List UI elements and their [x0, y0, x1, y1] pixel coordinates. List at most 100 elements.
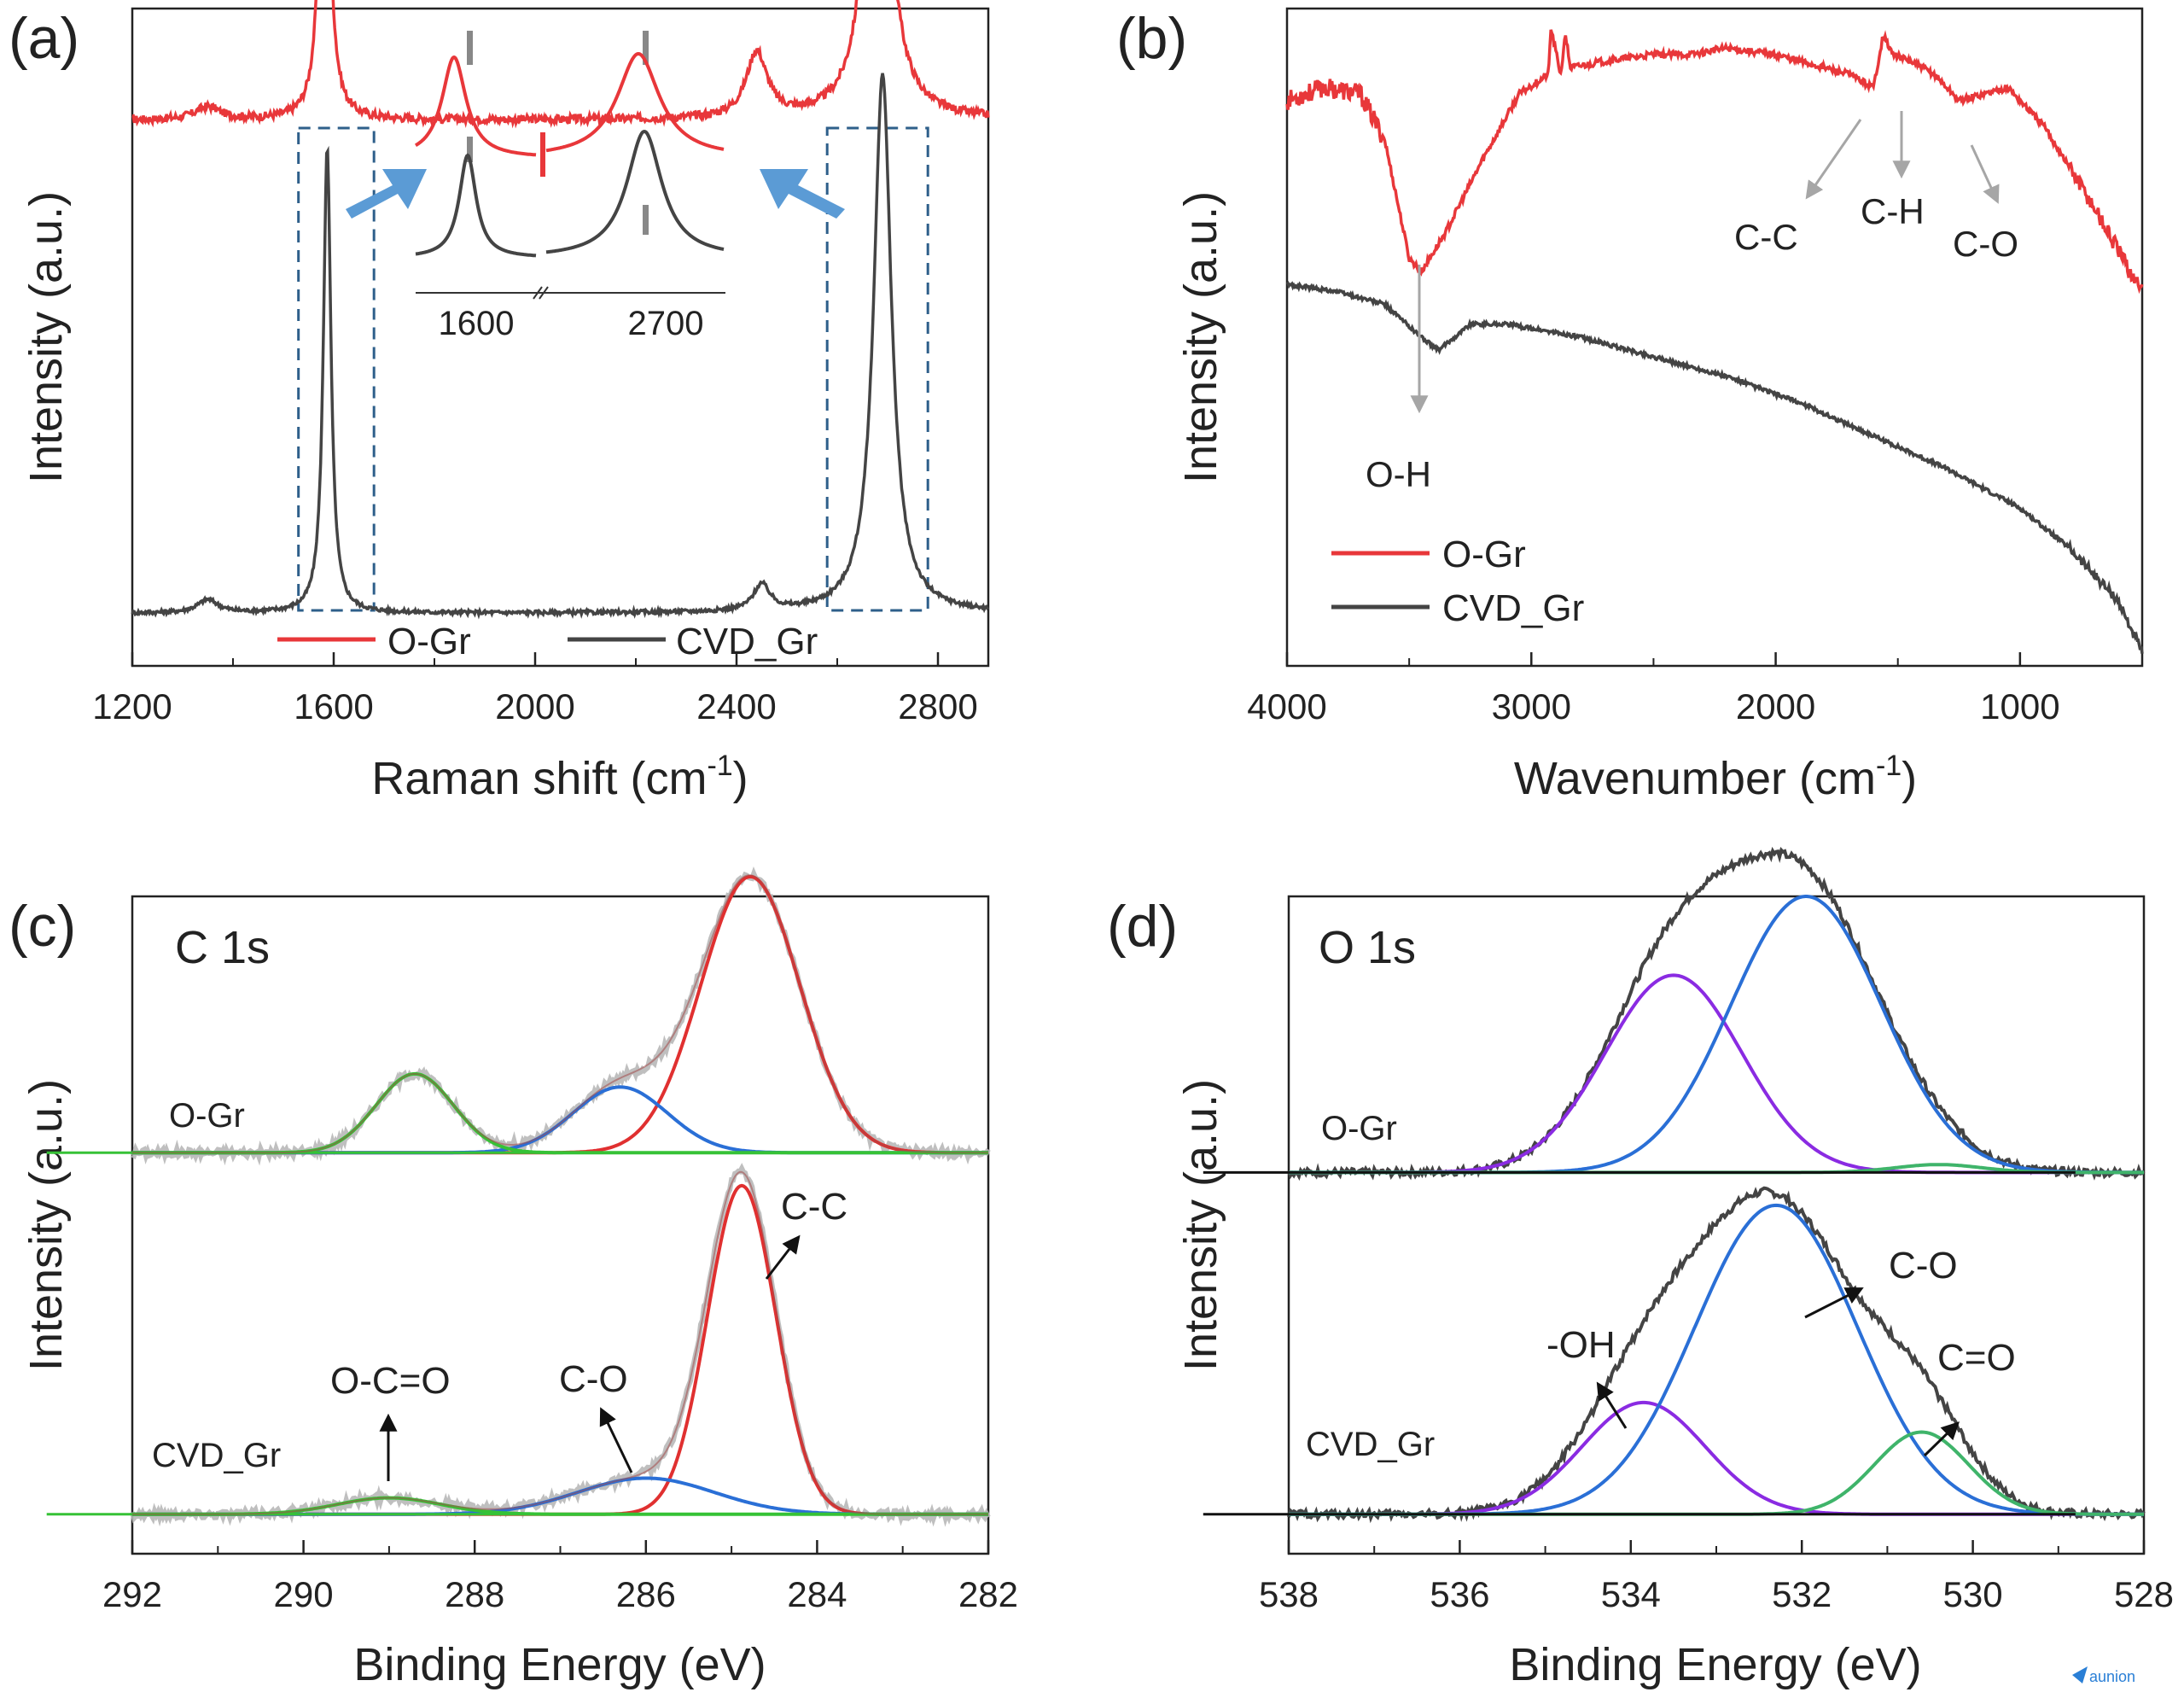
x-tick-label-b-3: 1000: [1980, 686, 2059, 726]
x-tick-label-a-4: 2800: [898, 686, 977, 726]
watermark: aunion: [2072, 1666, 2135, 1685]
inset-red-break-marker: [540, 132, 545, 177]
legend-a-label-cvd: CVD_Gr: [676, 621, 818, 662]
x-tick-label-d-5: 528: [2114, 1574, 2174, 1614]
x-tick-labels-d: 538 536 534 532 530 528: [1259, 1574, 2174, 1614]
panel-label-a: (a): [9, 6, 79, 71]
x-tick-label-d-3: 532: [1772, 1574, 1832, 1614]
inset-reference-marker-g-bottom: [467, 137, 473, 162]
arrow-c-co: [599, 1407, 633, 1473]
legend-b-label-ogr: O-Gr: [1442, 534, 1526, 575]
x-tick-label-c-0: 292: [102, 1574, 162, 1614]
x-axis-label-a-sup: -1: [707, 750, 732, 782]
highlight-box-a-1: [825, 126, 929, 612]
arrow-d-co: [1804, 1287, 1864, 1319]
series-line-b-0: [1285, 29, 2144, 295]
x-ticks-c: [131, 1540, 990, 1554]
panel-c-xps-c1s: (c) C 1s 292 290 288 286 284 282 Intensity (a…: [9, 867, 1018, 1690]
envelope-c-1: [132, 1170, 988, 1515]
annot-d-oh: -OH: [1546, 1324, 1616, 1366]
watermark-icon: [2072, 1666, 2088, 1683]
series-line-a-0: [131, 0, 990, 129]
zoom-arrow-right: [760, 169, 845, 219]
panel-a-raman: (a) 1200 1600 2000 2400 2800 Intensity (a.u.…: [9, 0, 990, 804]
arrow-d-oh: [1596, 1381, 1628, 1429]
x-tick-labels-b: 4000 3000 2000 1000: [1247, 686, 2059, 726]
x-tick-label-d-1: 536: [1430, 1574, 1489, 1614]
x-tick-label-c-4: 284: [787, 1574, 847, 1614]
series-line-b-1: [1285, 280, 2144, 654]
inset-line-ogr-2d: [545, 51, 725, 153]
annotations-c: C-C C-O O-C=O: [330, 1186, 847, 1481]
x-tick-label-a-1: 1600: [294, 686, 373, 726]
inset-reference-marker-g-top: [467, 31, 473, 65]
series-a: [131, 0, 990, 620]
x-axis-label-b-sup: -1: [1876, 750, 1902, 782]
panel-d-xps-o1s: (d) O 1s 538 536 534 532 530 528 Intensity (a…: [1107, 846, 2174, 1690]
panel-label-b: (b): [1116, 6, 1187, 71]
series-b: [1285, 29, 2144, 654]
x-tick-label-d-4: 530: [1943, 1574, 2003, 1614]
y-axis-label-d: Intensity (a.u.): [1175, 1079, 1226, 1371]
y-axis-label-b: Intensity (a.u.): [1175, 191, 1226, 483]
annot-arrow-b-1: [1805, 119, 1862, 200]
inset-tick-label-2700: 2700: [628, 305, 704, 342]
x-axis-label-a-suffix: ): [733, 753, 748, 804]
zoom-arrow-left: [346, 169, 427, 219]
watermark-text: aunion: [2089, 1668, 2135, 1685]
y-axis-label-c: Intensity (a.u.): [20, 1079, 72, 1371]
legend-b: O-Gr CVD_Gr: [1331, 534, 1584, 629]
x-axis-label-b-main: Wavenumber (cm: [1514, 753, 1876, 804]
annot-text-b-3: C-O: [1953, 224, 2018, 264]
fit-line-c-0-0: [132, 874, 988, 1155]
x-axis-label-a-main: Raman shift (cm: [371, 753, 707, 804]
annot-arrow-b-3: [1970, 144, 2000, 204]
x-tick-label-c-1: 290: [274, 1574, 334, 1614]
x-tick-labels-c: 292 290 288 286 284 282: [102, 1574, 1018, 1614]
plot-frame-b: [1285, 7, 2144, 668]
fit-line-c-0-2: [132, 1071, 988, 1155]
annot-d-cdo: C=O: [1937, 1337, 2016, 1379]
annot-d-co: C-O: [1889, 1245, 1958, 1287]
x-axis-label-c: Binding Energy (eV): [353, 1639, 766, 1690]
x-axis-label-b: Wavenumber (cm-1): [1514, 750, 1917, 804]
legend-a-label-ogr: O-Gr: [387, 621, 471, 662]
x-tick-label-a-0: 1200: [92, 686, 172, 726]
inset-a: 1600 2700: [414, 31, 725, 342]
x-tick-labels-a: 1200 1600 2000 2400 2800: [92, 686, 977, 726]
spectrum-title-d: O 1s: [1319, 922, 1416, 973]
annot-c-cc: C-C: [781, 1186, 847, 1228]
x-tick-label-b-1: 3000: [1492, 686, 1571, 726]
x-ticks-d: [1287, 1540, 2146, 1554]
x-axis-label-b-suffix: ): [1902, 753, 1917, 804]
annotations-b: O-H C-C C-H C-O: [1366, 111, 2018, 494]
fit-line-d-0-0: [1289, 973, 2144, 1175]
inset-series-a: [414, 51, 725, 258]
spectrum-label-d-ogr: O-Gr: [1321, 1110, 1397, 1147]
annot-c-ocd: O-C=O: [330, 1360, 451, 1402]
x-tick-label-b-0: 4000: [1247, 686, 1326, 726]
x-tick-label-c-3: 286: [616, 1574, 676, 1614]
y-axis-label-a: Intensity (a.u.): [20, 191, 72, 483]
panel-label-d: (d): [1107, 894, 1178, 959]
annot-c-co: C-O: [559, 1358, 628, 1400]
series-d: [1203, 846, 2146, 1524]
highlight-box-a-0: [297, 126, 376, 612]
x-tick-label-a-2: 2000: [495, 686, 574, 726]
inset-tick-label-1600: 1600: [439, 305, 515, 342]
inset-line-cvd-g: [415, 153, 537, 258]
x-tick-label-d-2: 534: [1601, 1574, 1661, 1614]
spectrum-label-c-ogr: O-Gr: [169, 1097, 245, 1135]
legend-a: O-Gr CVD_Gr: [277, 621, 818, 662]
panel-label-c: (c): [9, 894, 76, 959]
inset-axis-break: [533, 286, 543, 300]
legend-b-label-cvd: CVD_Gr: [1442, 587, 1584, 629]
x-ticks-a: [131, 652, 940, 666]
spectrum-label-d-cvd: CVD_Gr: [1306, 1426, 1435, 1463]
annot-text-b-1: C-C: [1734, 217, 1798, 257]
x-tick-label-c-5: 282: [958, 1574, 1018, 1614]
x-axis-label-a: Raman shift (cm-1): [371, 750, 748, 804]
panel-b-ftir: (b) 4000 3000 2000 1000 Intensity (a.u.) Wa…: [1116, 6, 2144, 804]
x-tick-label-d-0: 538: [1259, 1574, 1319, 1614]
